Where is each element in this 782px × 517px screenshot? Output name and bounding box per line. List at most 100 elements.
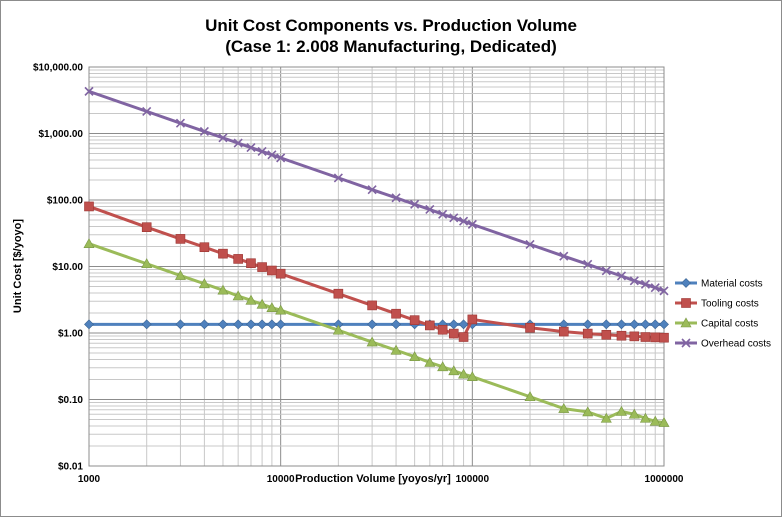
data-point — [659, 319, 669, 330]
data-point — [84, 86, 94, 96]
series-line — [88, 205, 665, 340]
series-line — [88, 89, 665, 293]
data-point — [275, 268, 286, 279]
y-axis-title: Unit Cost [$/yoyo] — [12, 219, 24, 313]
data-point — [650, 283, 660, 293]
data-point — [424, 356, 436, 367]
data-point — [367, 185, 377, 195]
data-point — [524, 391, 536, 402]
data-point — [257, 146, 267, 157]
data-point — [458, 319, 469, 330]
data-point — [198, 278, 210, 289]
data-point — [616, 319, 627, 330]
data-point — [659, 332, 669, 343]
data-point — [266, 302, 278, 313]
data-point — [629, 276, 639, 286]
data-point — [84, 319, 94, 330]
data-point — [141, 258, 153, 269]
series-capital-costs — [83, 238, 670, 427]
data-point — [437, 324, 448, 335]
series-tooling-costs — [84, 201, 669, 343]
data-point — [616, 330, 627, 341]
data-point — [425, 204, 435, 215]
data-point — [650, 319, 661, 330]
data-point — [600, 412, 612, 423]
data-point — [218, 319, 228, 330]
legend-marker — [681, 278, 691, 288]
data-point — [257, 262, 267, 272]
series-layer — [83, 86, 670, 427]
data-point — [616, 271, 627, 281]
data-point — [246, 258, 256, 269]
data-point — [276, 153, 286, 163]
data-point — [84, 201, 94, 212]
data-point — [83, 238, 95, 249]
data-point — [141, 319, 152, 330]
legend-marker — [680, 317, 692, 328]
data-point — [391, 308, 401, 319]
data-point — [409, 351, 421, 362]
data-point — [233, 319, 244, 330]
data-point — [425, 320, 435, 331]
legend-label: Capital costs — [701, 319, 758, 330]
data-point — [266, 319, 277, 330]
data-point — [233, 254, 243, 264]
data-point — [275, 304, 287, 315]
data-point — [232, 290, 244, 301]
data-point — [233, 138, 243, 148]
data-point — [448, 365, 460, 376]
plot-border — [88, 66, 665, 467]
data-point — [639, 412, 651, 423]
data-point — [558, 326, 569, 337]
data-point — [257, 319, 268, 330]
data-point — [390, 344, 402, 355]
data-point — [142, 106, 152, 116]
data-point — [391, 319, 401, 330]
data-point — [467, 219, 477, 229]
data-point — [175, 118, 186, 128]
legend-item: Capital costs — [675, 317, 758, 330]
data-point — [582, 406, 594, 417]
data-point — [583, 259, 593, 269]
data-point — [218, 248, 228, 259]
series-overhead-costs — [84, 86, 669, 296]
x-tick-label: 1000 — [78, 474, 101, 485]
data-point — [409, 315, 420, 325]
data-point — [466, 371, 478, 382]
legend-marker — [681, 338, 691, 348]
data-point — [333, 288, 344, 299]
data-point — [199, 242, 210, 253]
legend-item: Overhead costs — [675, 338, 771, 350]
data-point — [267, 265, 277, 276]
data-point — [629, 331, 640, 342]
data-point — [217, 284, 229, 295]
legend-item: Material costs — [675, 278, 763, 290]
y-tick-label: $1.00 — [58, 329, 83, 340]
data-point — [458, 216, 469, 226]
data-point — [332, 324, 344, 335]
chart-title-line-1: Unit Cost Components vs. Production Volu… — [205, 16, 577, 35]
data-point — [246, 319, 256, 330]
y-axis-tick-labels: $10,000.00 $1,000.00 $100.00 $10.00 $1.00 $0.… — [33, 63, 83, 473]
legend: Material costs Tooling costs Capital costs… — [675, 278, 771, 350]
x-tick-label: 10000 — [267, 474, 295, 485]
data-point — [458, 332, 469, 342]
data-point — [640, 332, 651, 342]
data-point — [649, 415, 661, 426]
data-point — [333, 173, 343, 183]
data-point — [640, 319, 651, 330]
data-point — [175, 234, 186, 244]
x-axis-title: Production Volume [yoyos/yr] — [295, 473, 451, 485]
data-point — [391, 193, 401, 203]
data-point — [367, 319, 378, 330]
data-point — [437, 361, 449, 372]
data-point — [246, 143, 256, 153]
data-point — [601, 266, 611, 276]
data-point — [525, 322, 535, 333]
data-point — [558, 402, 570, 413]
data-point — [245, 294, 257, 305]
data-point — [174, 269, 186, 280]
chart-title-line-2: (Case 1: 2.008 Manufacturing, Dedicated) — [225, 37, 557, 56]
y-tick-label: $0.01 — [58, 462, 83, 473]
legend-marker — [681, 298, 691, 308]
